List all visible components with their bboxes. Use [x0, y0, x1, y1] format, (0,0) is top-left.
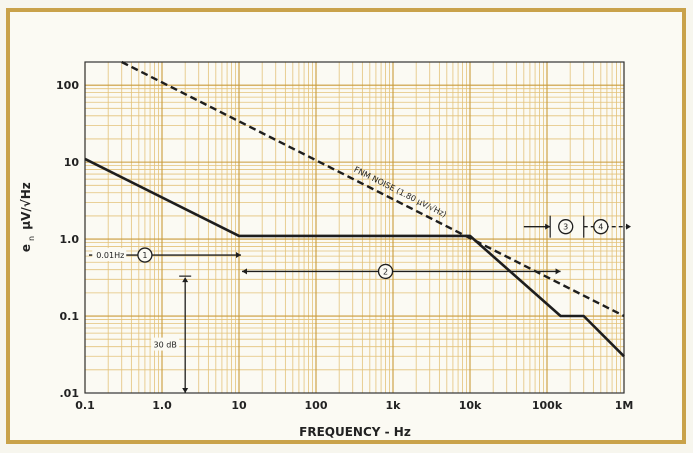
x-tick-label: 100k [532, 399, 563, 412]
y-tick-label: 0.1 [60, 310, 80, 323]
y-tick-label: 10 [64, 156, 80, 169]
y-axis-label-sub: n [27, 236, 36, 241]
x-tick-label: 10 [231, 399, 247, 412]
x-axis-label: FREQUENCY - Hz [299, 425, 411, 439]
region-2-arrowhead-right [555, 268, 561, 275]
x-tick-label: 10k [459, 399, 482, 412]
y-axis-unit: μV/√Hz [19, 182, 33, 230]
region-3-arrowhead-left [545, 223, 551, 230]
y-axis-label: e [19, 244, 33, 252]
x-tick-label: 1.0 [152, 399, 172, 412]
region-3-label-circle [558, 219, 574, 235]
region-3-label-text: 3 [563, 223, 568, 232]
range-text-bg [151, 337, 180, 351]
range-text: 30 dB [154, 341, 177, 350]
region-1-text: 0.01Hz [96, 251, 124, 260]
x-tick-label: 100 [305, 399, 328, 412]
region-2-arrowhead-left [242, 268, 247, 275]
region-4-label-text: 4 [598, 223, 603, 232]
region-1-label-text: 1 [142, 251, 147, 260]
region-2-label-circle [377, 263, 394, 280]
y-tick-label: 1.0 [60, 233, 80, 246]
x-tick-label: 1k [386, 399, 402, 412]
x-tick-label: 0.1 [75, 399, 95, 412]
x-tick-label: 1M [615, 399, 634, 412]
region-1-arrowhead [236, 252, 241, 259]
region-4-label-circle [593, 219, 609, 235]
plot-border [84, 61, 625, 394]
series-label-noise-floor: FNM NOISE (1.80 µV/√Hz) [352, 165, 448, 219]
y-tick-label: .01 [60, 387, 80, 400]
range-arrowhead-top [182, 277, 189, 283]
series-line-noise [84, 157, 625, 358]
y-axis-label-group: e n μV/√Hz [19, 182, 36, 252]
series-line-noise-floor [121, 60, 625, 318]
region-1-text-bg [92, 248, 127, 262]
region-4-arrowhead [626, 223, 631, 230]
annotation-layer: 0.01Hz 1 2 3 4 30 dB [89, 215, 631, 393]
range-arrowhead-bottom [182, 388, 189, 393]
region-1-label-circle [137, 247, 153, 263]
y-tick-label: 100 [56, 79, 79, 92]
region-2-label-text: 2 [383, 267, 388, 276]
